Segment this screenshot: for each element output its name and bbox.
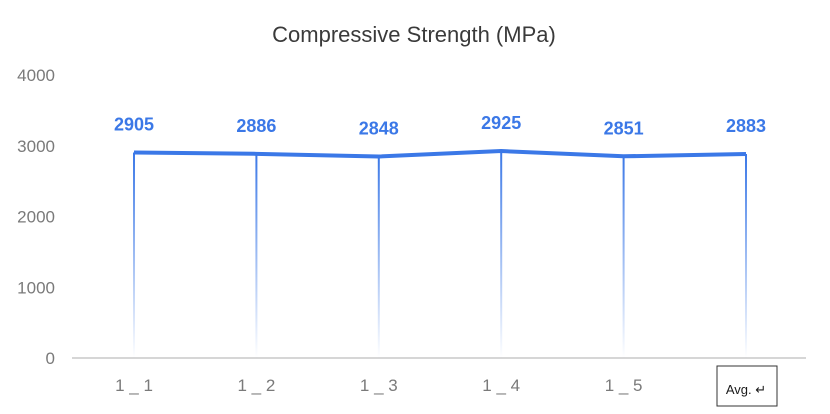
drop-lines — [133, 151, 748, 359]
y-axis: 0 1000 2000 3000 4000 — [17, 66, 55, 368]
y-tick-label: 0 — [46, 349, 55, 368]
data-labels: 2905 2886 2848 2925 2851 2883 — [114, 113, 766, 138]
data-label: 2925 — [481, 113, 521, 133]
category-box — [716, 365, 778, 407]
x-tick-label: Avg. ↵ — [726, 382, 766, 397]
y-tick-label: 2000 — [17, 208, 55, 227]
x-tick-label: 1 _ 2 — [237, 376, 275, 395]
data-label: 2883 — [726, 116, 766, 136]
x-tick-label: 1 _ 5 — [605, 376, 643, 395]
data-label: 2851 — [604, 118, 644, 138]
y-tick-label: 4000 — [17, 66, 55, 85]
x-tick-label: 1 _ 3 — [360, 376, 398, 395]
data-label: 2848 — [359, 119, 399, 139]
series-line — [133, 149, 747, 159]
x-tick-label: 1 _ 1 — [115, 376, 153, 395]
x-tick-label: 1 _ 4 — [482, 376, 520, 395]
y-tick-label: 1000 — [17, 278, 55, 297]
y-tick-label: 3000 — [17, 137, 55, 156]
data-label: 2905 — [114, 114, 154, 134]
chart-title: Compressive Strength (MPa) — [272, 22, 556, 47]
data-label: 2886 — [236, 116, 276, 136]
x-axis: 1 _ 1 1 _ 2 1 _ 3 1 _ 4 1 _ 5 Avg. ↵ — [115, 365, 778, 407]
